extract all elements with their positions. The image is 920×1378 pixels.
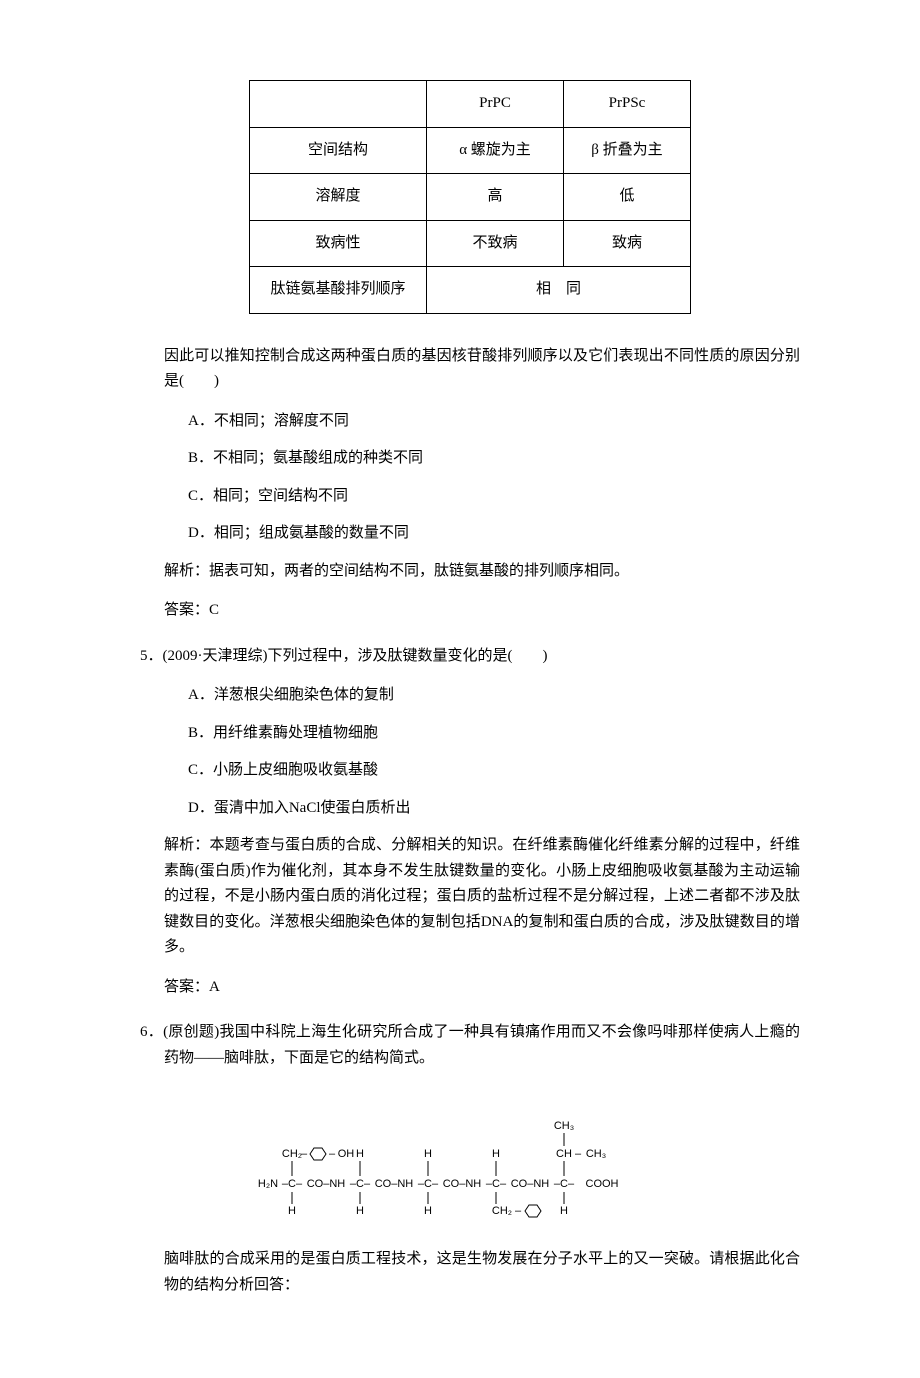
- q5-option-c: C．小肠上皮细胞吸收氨基酸: [164, 758, 800, 784]
- svg-text:–: –: [301, 1148, 308, 1160]
- q5-stem: (2009·天津理综)下列过程中，涉及肽键数量变化的是( ): [163, 648, 548, 664]
- svg-text:OH: OH: [338, 1148, 355, 1160]
- q4-option-c: C．相同；空间结构不同: [164, 484, 800, 510]
- svg-text:CH: CH: [556, 1148, 572, 1160]
- svg-text:CH₂: CH₂: [282, 1148, 302, 1160]
- svg-text:H: H: [288, 1205, 296, 1217]
- question-4-continuation: 因此可以推知控制合成这两种蛋白质的基因核苷酸排列顺序以及它们表现出不同性质的原因…: [140, 344, 800, 624]
- row-pathogenic-prpc: 不致病: [427, 220, 564, 267]
- svg-text:CO–NH: CO–NH: [307, 1178, 346, 1190]
- q4-answer: 答案：C: [164, 598, 800, 624]
- row-solubility-prpsc: 低: [564, 174, 691, 221]
- svg-text:H: H: [424, 1148, 432, 1160]
- q5-option-b: B．用纤维素酶处理植物细胞: [164, 721, 800, 747]
- q5-analysis: 解析：本题考查与蛋白质的合成、分解相关的知识。在纤维素酶催化纤维素分解的过程中，…: [164, 833, 800, 961]
- svg-text:CH₃: CH₃: [554, 1120, 574, 1132]
- svg-text:–C–: –C–: [350, 1178, 371, 1190]
- q4-option-a: A．不相同；溶解度不同: [164, 409, 800, 435]
- q4-lead: 因此可以推知控制合成这两种蛋白质的基因核苷酸排列顺序以及它们表现出不同性质的原因…: [164, 344, 800, 395]
- th-prpsc: PrPSc: [564, 81, 691, 128]
- q5-number: 5．: [140, 648, 163, 664]
- q4-option-d: D．相同；组成氨基酸的数量不同: [164, 521, 800, 547]
- row-sequence-value: 相 同: [427, 267, 691, 314]
- svg-text:CH₃: CH₃: [586, 1148, 606, 1160]
- svg-text:–: –: [329, 1148, 336, 1160]
- chemical-structure-svg: H₂N –C– CO–NH –C– CO–NH –C– CO–NH –C– CO…: [250, 1089, 690, 1219]
- row-structure-prpc: α 螺旋为主: [427, 127, 564, 174]
- row-solubility-label: 溶解度: [250, 174, 427, 221]
- row-pathogenic-label: 致病性: [250, 220, 427, 267]
- enkephalin-structure-diagram: H₂N –C– CO–NH –C– CO–NH –C– CO–NH –C– CO…: [140, 1089, 800, 1219]
- svg-text:CH₂: CH₂: [492, 1205, 512, 1217]
- svg-text:COOH: COOH: [586, 1178, 619, 1190]
- svg-text:–C–: –C–: [486, 1178, 507, 1190]
- th-blank: [250, 81, 427, 128]
- svg-text:–C–: –C–: [282, 1178, 303, 1190]
- q6-tail: 脑啡肽的合成采用的是蛋白质工程技术，这是生物发展在分子水平上的又一突破。请根据此…: [164, 1247, 800, 1298]
- q5-option-d: D．蛋清中加入NaCl使蛋白质析出: [164, 796, 800, 822]
- svg-text:H: H: [424, 1205, 432, 1217]
- q6-stem: (原创题)我国中科院上海生化研究所合成了一种具有镇痛作用而又不会像吗啡那样使病人…: [163, 1024, 800, 1066]
- protein-comparison-table: PrPC PrPSc 空间结构 α 螺旋为主 β 折叠为主 溶解度 高 低 致病…: [249, 80, 691, 314]
- svg-text:–C–: –C–: [418, 1178, 439, 1190]
- svg-text:CO–NH: CO–NH: [443, 1178, 482, 1190]
- q6-number: 6．: [140, 1024, 163, 1040]
- q5-answer: 答案：A: [164, 975, 800, 1001]
- q5-option-a: A．洋葱根尖细胞染色体的复制: [164, 683, 800, 709]
- question-6: 6．(原创题)我国中科院上海生化研究所合成了一种具有镇痛作用而又不会像吗啡那样使…: [140, 1020, 800, 1298]
- svg-text:–C–: –C–: [554, 1178, 575, 1190]
- svg-text:H: H: [492, 1148, 500, 1160]
- row-pathogenic-prpsc: 致病: [564, 220, 691, 267]
- q4-option-b: B．不相同；氨基酸组成的种类不同: [164, 446, 800, 472]
- row-structure-label: 空间结构: [250, 127, 427, 174]
- question-5: 5．(2009·天津理综)下列过程中，涉及肽键数量变化的是( ) A．洋葱根尖细…: [140, 644, 800, 1001]
- svg-text:CO–NH: CO–NH: [375, 1178, 414, 1190]
- svg-text:CO–NH: CO–NH: [511, 1178, 550, 1190]
- svg-text:H₂N: H₂N: [258, 1178, 278, 1190]
- th-prpc: PrPC: [427, 81, 564, 128]
- svg-text:–: –: [575, 1148, 582, 1160]
- svg-text:H: H: [356, 1148, 364, 1160]
- q4-analysis: 解析：据表可知，两者的空间结构不同，肽链氨基酸的排列顺序相同。: [164, 559, 800, 585]
- svg-text:–: –: [515, 1205, 522, 1217]
- row-solubility-prpc: 高: [427, 174, 564, 221]
- row-sequence-label: 肽链氨基酸排列顺序: [250, 267, 427, 314]
- row-structure-prpsc: β 折叠为主: [564, 127, 691, 174]
- svg-text:H: H: [356, 1205, 364, 1217]
- svg-text:H: H: [560, 1205, 568, 1217]
